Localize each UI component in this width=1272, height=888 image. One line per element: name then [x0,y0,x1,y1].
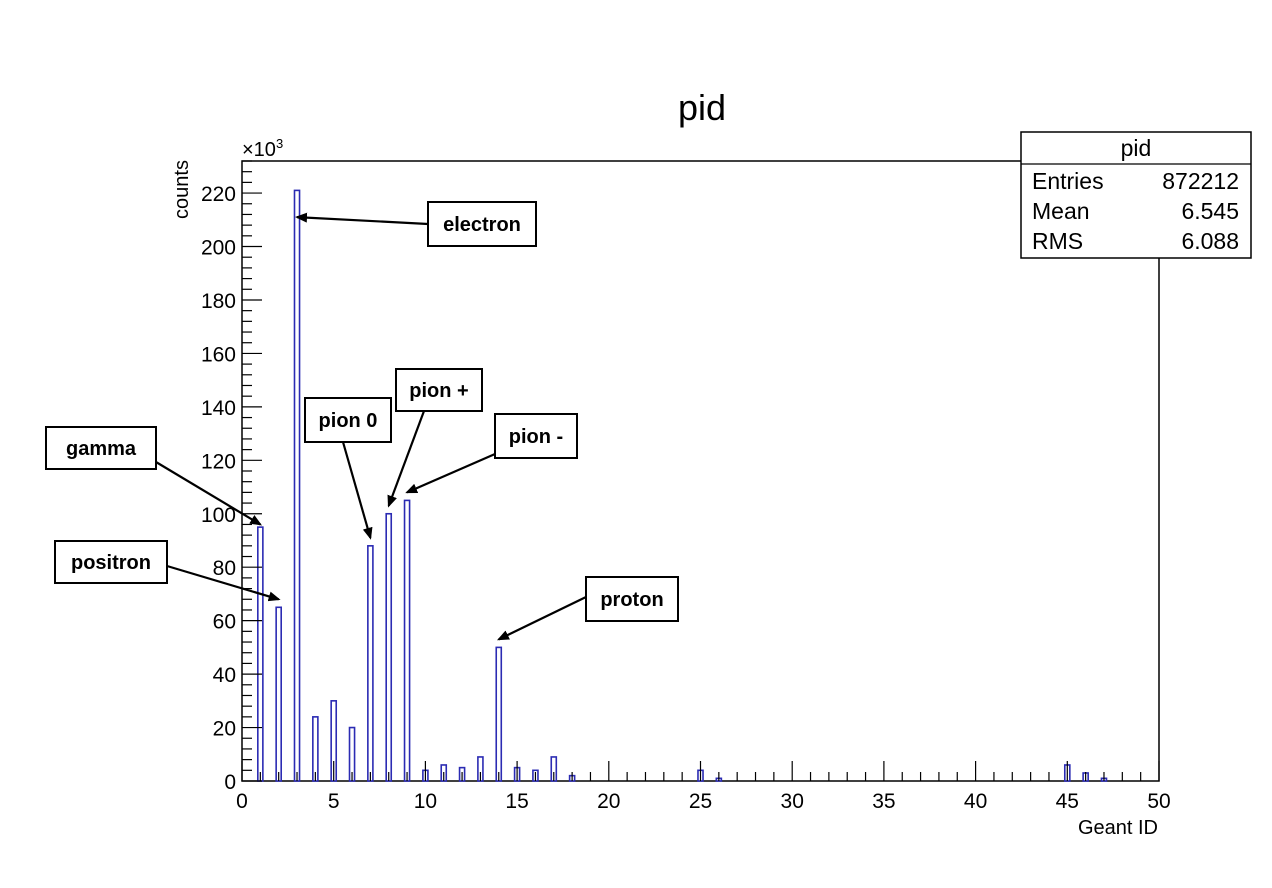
annotation-box [54,540,168,584]
annotation-box [585,576,679,622]
annotation-label: gamma [66,438,137,460]
annotation-arrow [387,410,426,508]
annotation-box [427,201,537,247]
annotation-label: electron [443,214,521,236]
y-tick-label: 140 [201,397,236,420]
x-tick-label: 50 [1147,790,1170,813]
y-tick-label: 160 [201,343,236,366]
histogram-bar [312,716,319,782]
x-tick-label: 45 [1056,790,1079,813]
x-tick-label: 25 [689,790,712,813]
stats-entries-label: Entries [1032,168,1104,194]
y-tick-label: 120 [201,450,236,473]
annotation-label: pion - [509,426,563,448]
stats-rms-label: RMS [1032,228,1083,254]
histogram-bar [495,646,503,782]
x-tick-label: 0 [236,790,248,813]
histogram-bar [367,545,374,782]
x-axis-label: Geant ID [1078,817,1158,839]
annotation-label: proton [600,589,663,611]
stats-entries-value: 872212 [1162,168,1239,194]
annotation: electron [295,201,537,247]
x-tick-label: 35 [872,790,895,813]
x-tick-label: 20 [597,790,620,813]
annotation-box [304,397,392,443]
x-tick-label: 30 [781,790,804,813]
y-tick-label: 180 [201,290,236,313]
x-tick-label: 15 [505,790,528,813]
stats-box-title: pid [1121,135,1152,161]
x-tick-label: 40 [964,790,987,813]
y-axis-label: counts [171,160,193,219]
multiplier-exponent: 3 [276,136,283,151]
y-tick-label: 100 [201,504,236,527]
x-tick-label: 5 [328,790,340,813]
annotation-arrow [341,441,373,540]
x-tick-label: 10 [414,790,437,813]
annotation: pion + [387,368,483,508]
annotation-arrow [155,461,263,526]
y-tick-label: 220 [201,183,236,206]
y-axis-ticks: 0 20 40 60 80 100 120 140 160 180 200 220 [201,160,262,794]
annotation-arrow [295,212,429,226]
stats-mean-value: 6.545 [1181,198,1239,224]
y-tick-label: 20 [213,718,236,741]
y-tick-label: 40 [213,664,236,687]
y-tick-label: 0 [224,771,236,794]
annotation-arrow [496,596,587,641]
annotation: gamma [45,426,263,526]
annotation-box [494,413,578,459]
y-tick-label: 80 [213,557,236,580]
histogram-bar [257,526,264,782]
annotation-label: pion 0 [319,410,378,432]
histogram-bar [275,606,283,782]
stats-box-frame [1020,131,1252,259]
histogram-bars [257,189,1108,782]
multiplier-base: ×10 [242,139,276,161]
annotation-arrow [405,452,496,494]
annotation: positron [54,540,281,602]
stats-mean-label: Mean [1032,198,1090,224]
annotation-label: pion + [409,380,468,402]
y-axis-multiplier: ×103 [242,136,283,161]
stats-rms-value: 6.088 [1181,228,1239,254]
y-tick-label: 200 [201,237,236,260]
histogram-bar [385,512,393,782]
histogram-bar [293,189,301,782]
annotation: pion 0 [304,397,392,540]
annotation: pion - [405,413,578,494]
annotation-arrow [166,564,281,602]
annotation-box [45,426,157,470]
annotation-label: positron [71,552,151,574]
x-axis-ticks: 0 5 10 15 20 25 30 35 40 45 50 [236,761,1171,813]
annotation: proton [496,576,679,641]
histogram-bar [403,499,411,782]
y-tick-label: 60 [213,611,236,634]
stats-box: pid Entries 872212 Mean 6.545 RMS 6.088 [1020,131,1252,259]
chart-title: pid [678,87,726,128]
annotation-box [395,368,483,412]
particle-annotations: electron gamma positron pion 0 pion + pion - p… [45,201,679,641]
